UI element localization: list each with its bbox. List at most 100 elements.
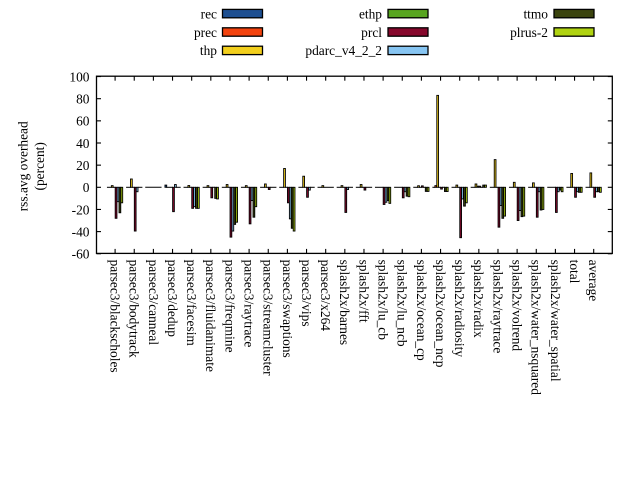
legend-swatch — [221, 8, 264, 19]
x-tick-label: splash2x/water_spatial — [548, 260, 563, 382]
bar — [593, 186, 596, 198]
bar — [555, 186, 558, 213]
bar — [535, 186, 539, 218]
bar — [599, 186, 602, 193]
bar — [346, 186, 350, 190]
legend: rec prec thp ethp prcl pdarc_v4_2_2 ttmo plrus-… — [194, 6, 595, 58]
legend-swatch — [221, 45, 264, 56]
bar — [560, 186, 564, 193]
series-plrus-2 — [120, 184, 602, 232]
bar — [363, 186, 367, 191]
bar — [283, 168, 286, 188]
legend-entry: thp — [200, 43, 264, 58]
bar — [436, 94, 440, 188]
y-axis-title: rss.avg overhead (percent) — [16, 121, 48, 211]
x-tick-label: splash2x/raytrace — [490, 260, 505, 354]
bar — [267, 186, 271, 190]
x-tick-label: average — [586, 260, 601, 302]
bar — [187, 185, 191, 188]
bar — [589, 172, 593, 188]
x-tick-label: parsec3/swaptions — [280, 260, 295, 358]
x-tick-label: parsec3/freqmine — [222, 260, 237, 353]
y-tick-label: -40 — [72, 224, 90, 239]
bar — [417, 185, 420, 188]
bar — [503, 186, 507, 217]
bar — [235, 186, 238, 223]
legend-label: prec — [194, 25, 217, 40]
x-tick-label: parsec3/streamcluster — [261, 260, 276, 377]
bar — [114, 186, 118, 219]
x-axis: parsec3/blackscholes parsec3/bodytrack par… — [108, 76, 601, 396]
x-tick-label: splash2x/volrend — [510, 260, 525, 352]
bar — [465, 186, 468, 204]
bar — [133, 186, 137, 232]
legend-swatch — [387, 45, 429, 56]
bar — [244, 185, 248, 188]
bar — [321, 185, 325, 188]
bar — [574, 186, 577, 198]
bar — [120, 186, 124, 204]
legend-label: plrus-2 — [510, 25, 548, 40]
x-tick-label: parsec3/blackscholes — [108, 260, 123, 373]
bar — [164, 184, 168, 188]
bar — [216, 186, 219, 200]
bar — [497, 186, 501, 228]
bar — [579, 186, 583, 193]
x-tick-label: parsec3/x264 — [318, 260, 333, 332]
bar — [459, 186, 462, 239]
bar — [210, 186, 214, 199]
bars — [106, 94, 602, 239]
plot-border — [95, 75, 613, 255]
bar — [206, 185, 210, 188]
x-tick-label: parsec3/bodytrack — [127, 260, 142, 358]
bar — [264, 183, 267, 188]
y-tick-label: 100 — [69, 69, 89, 84]
bar — [407, 186, 411, 198]
x-tick-label: splash2x/ocean_ncp — [433, 260, 448, 368]
legend-swatch — [553, 8, 595, 19]
x-tick-label: splash2x/water_nsquared — [529, 260, 544, 396]
bar — [172, 186, 175, 213]
series-rec — [164, 184, 168, 188]
legend-entry: prec — [194, 25, 264, 40]
x-tick-label: parsec3/raytrace — [242, 260, 257, 348]
legend-label: ethp — [359, 6, 382, 21]
legend-entry: ttmo — [523, 6, 595, 21]
legend-swatch — [221, 27, 264, 37]
x-tick-label: splash2x/lu_cb — [376, 260, 391, 341]
legend-entry: ethp — [359, 6, 429, 21]
legend-label: pdarc_v4_2_2 — [305, 43, 382, 58]
y-tick-label: 60 — [76, 114, 90, 129]
bar — [493, 159, 497, 188]
bar — [225, 184, 229, 188]
x-tick-label: parsec3/fluidanimate — [203, 260, 218, 372]
bar — [512, 181, 516, 188]
bar — [440, 186, 443, 190]
x-tick-label: splash2x/ocean_cp — [414, 260, 429, 361]
y-axis: 100 80 60 40 20 0 -20 -40 -60 — [69, 69, 613, 262]
y-tick-label: 80 — [76, 92, 90, 107]
legend-label: prcl — [361, 25, 382, 40]
x-tick-label: parsec3/dedup — [165, 260, 180, 338]
y-tick-label: -20 — [72, 202, 90, 217]
bar — [474, 183, 478, 188]
x-tick-label: splash2x/lu_ncb — [395, 260, 410, 347]
y-tick-label: 0 — [83, 180, 90, 195]
legend-label: rec — [201, 6, 217, 21]
x-tick-label: parsec3/facesim — [184, 260, 199, 347]
series-pdarc_v4_2_2 — [116, 184, 598, 232]
bar — [484, 184, 487, 188]
x-tick-label: parsec3/canneal — [146, 260, 161, 346]
bar — [401, 186, 405, 199]
legend-swatch — [553, 27, 595, 37]
bar — [254, 186, 258, 208]
legend-label: ttmo — [523, 6, 548, 21]
bar — [532, 182, 535, 188]
bar — [421, 185, 424, 188]
series-thp — [110, 94, 593, 188]
bar — [135, 186, 139, 193]
bar — [248, 186, 252, 225]
bar — [570, 173, 574, 188]
